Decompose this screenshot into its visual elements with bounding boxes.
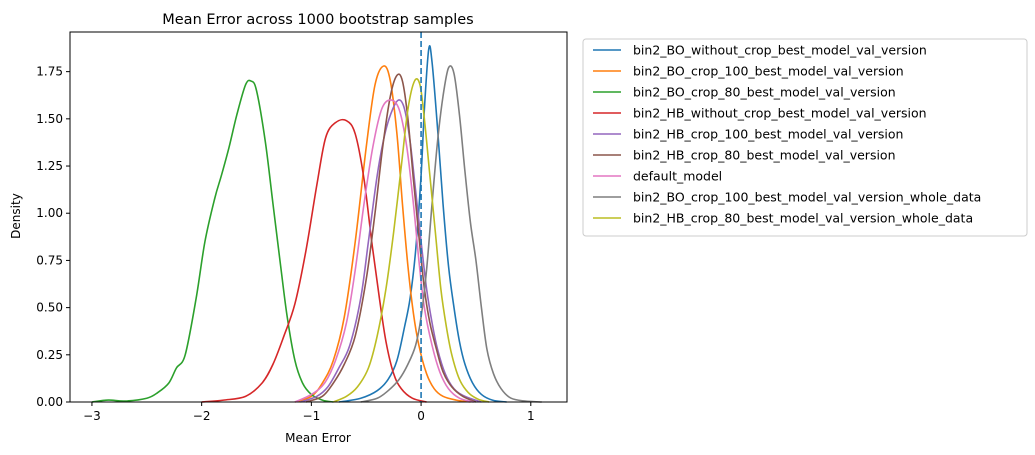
chart-title: Mean Error across 1000 bootstrap samples [162, 12, 473, 28]
y-tick-label: 1.00 [36, 206, 63, 220]
legend-entry-label: bin2_HB_crop_100_best_model_val_version [633, 127, 903, 142]
legend-entry-label: default_model [633, 169, 722, 184]
y-tick-label: 1.50 [36, 112, 63, 126]
series-line-4 [202, 120, 427, 402]
x-axis: −3 −2 −1 0 1 [83, 402, 535, 423]
x-tick-label: −2 [193, 409, 211, 423]
x-tick-label: 1 [527, 409, 535, 423]
series-line-3 [92, 80, 333, 402]
legend-entry-label: bin2_BO_crop_80_best_model_val_version [633, 85, 896, 100]
y-tick-label: 0.25 [36, 348, 63, 362]
y-tick-label: 0.50 [36, 301, 63, 315]
x-tick-label: 0 [417, 409, 425, 423]
series-line-2 [295, 66, 471, 402]
y-tick-label: 0.00 [36, 395, 63, 409]
series-line-9 [333, 79, 489, 402]
y-axis: 0.00 0.25 0.50 0.75 1.00 1.25 1.50 1.75 [36, 65, 70, 409]
legend-entry-label: bin2_HB_without_crop_best_model_val_vers… [633, 106, 927, 121]
plot-area [70, 32, 567, 402]
y-tick-label: 0.75 [36, 253, 63, 267]
y-tick-label: 1.75 [36, 65, 63, 79]
x-axis-label: Mean Error [285, 431, 351, 445]
y-tick-label: 1.25 [36, 159, 63, 173]
legend-entry-label: bin2_HB_crop_80_best_model_val_version [633, 148, 896, 163]
legend-entry-label: bin2_BO_without_crop_best_model_val_vers… [633, 43, 927, 58]
x-tick-label: −1 [303, 409, 321, 423]
legend-entry-label: bin2_HB_crop_80_best_model_val_version_w… [633, 211, 973, 226]
legend: bin2_BO_without_crop_best_model_val_vers… [583, 39, 1027, 236]
legend-entry-label: bin2_BO_crop_100_best_model_val_version_… [633, 190, 981, 205]
legend-entry-label: bin2_BO_crop_100_best_model_val_version [633, 64, 904, 79]
axes-frame [70, 32, 567, 402]
series-line-6 [306, 74, 476, 402]
y-axis-label: Density [9, 193, 23, 239]
x-tick-label: −3 [83, 409, 101, 423]
